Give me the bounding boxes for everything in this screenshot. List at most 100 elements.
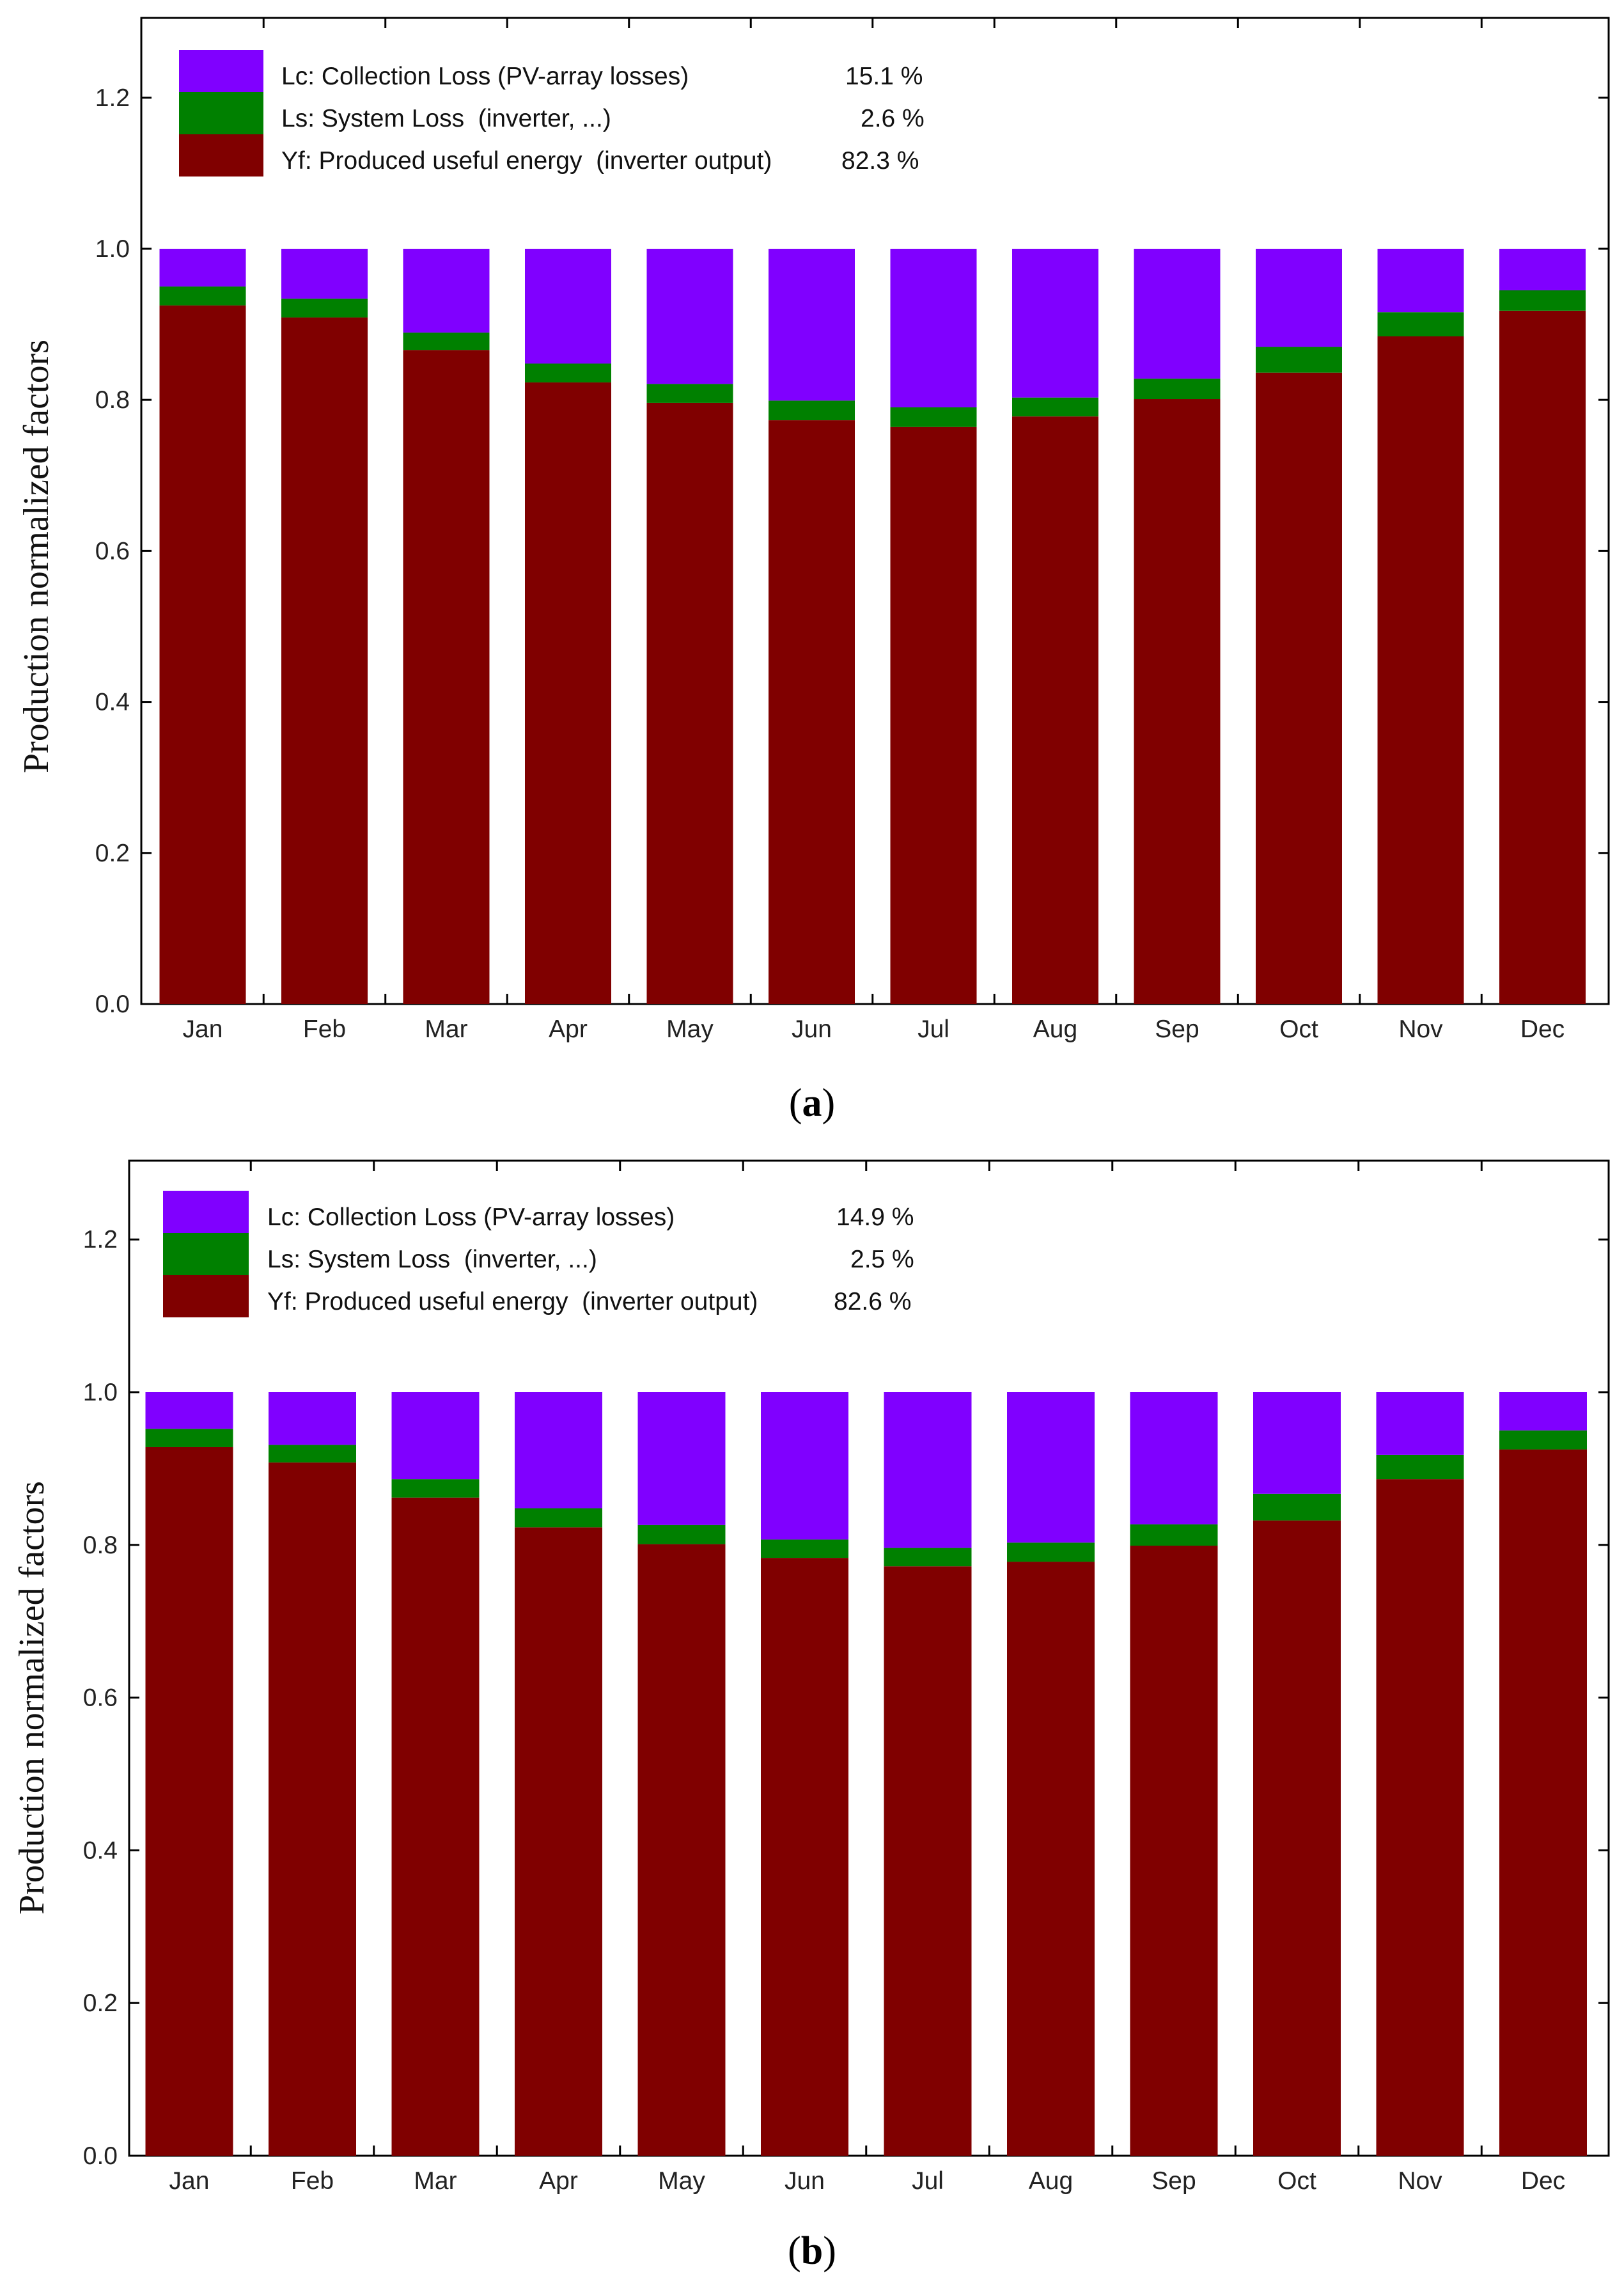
bar-sep-system-loss xyxy=(1134,379,1221,400)
bar-nov-produced-energy xyxy=(1376,1479,1464,2156)
legend-value-produced-energy: 82.3 % xyxy=(841,147,919,175)
legend-value-collection-loss: 15.1 % xyxy=(845,63,923,90)
x-tick-label-apr: Apr xyxy=(549,1016,588,1043)
bar-nov-system-loss xyxy=(1377,312,1464,336)
bar-jun-produced-energy xyxy=(761,1558,848,2156)
legend-label-produced-energy: Yf: Produced useful energy (inverter out… xyxy=(281,147,772,175)
panel-a: 0.0 0.2 0.4 0.6 0.8 1.0 1.2 Jan Feb Mar Apr May Jun… xyxy=(17,17,1610,1125)
y-tick-label: 0.4 xyxy=(83,1837,118,1864)
bar-dec-system-loss xyxy=(1499,290,1586,311)
bar-dec-produced-energy xyxy=(1499,1449,1587,2156)
bar-feb-system-loss xyxy=(269,1445,356,1463)
bar-mar-collection-loss xyxy=(391,1392,480,1480)
y-tick-label: 0.8 xyxy=(83,1532,118,1559)
x-tick-label-dec: Dec xyxy=(1520,1016,1565,1043)
y-tick-label: 0.0 xyxy=(83,2142,118,2170)
bar-sep-collection-loss xyxy=(1134,249,1221,379)
x-tick-label-jan: Jan xyxy=(169,2167,210,2195)
bar-mar-produced-energy xyxy=(391,1497,480,2156)
bar-dec-system-loss xyxy=(1499,1430,1587,1450)
bar-feb-system-loss xyxy=(281,298,368,318)
y-tick-label: 0.0 xyxy=(95,991,130,1018)
legend-value-system-loss: 2.6 % xyxy=(861,105,925,132)
bar-jan-system-loss xyxy=(159,286,246,306)
bar-aug-collection-loss xyxy=(1007,1392,1095,1543)
bar-sep-produced-energy xyxy=(1130,1545,1218,2156)
x-tick-label-apr: Apr xyxy=(539,2167,578,2195)
bar-may-collection-loss xyxy=(646,249,733,384)
bar-jan-produced-energy xyxy=(145,1447,233,2156)
panel-a-plot-frame xyxy=(140,17,1610,1005)
bar-feb-produced-energy xyxy=(269,1462,356,2156)
bar-nov-collection-loss xyxy=(1377,249,1464,313)
bar-jul-collection-loss xyxy=(890,249,977,408)
y-tick-label: 1.2 xyxy=(83,1226,118,1253)
bar-jan-collection-loss xyxy=(159,249,246,287)
x-tick-label-dec: Dec xyxy=(1521,2167,1565,2195)
bar-jul-collection-loss xyxy=(884,1392,972,1548)
x-tick-label-mar: Mar xyxy=(414,2167,457,2195)
x-tick-label-jun: Jun xyxy=(792,1016,832,1043)
panel-b-label: (b) xyxy=(788,2229,836,2273)
bar-dec-collection-loss xyxy=(1499,1392,1587,1431)
bar-oct-system-loss xyxy=(1253,1493,1341,1521)
legend-label-system-loss: Ls: System Loss (inverter, ...) xyxy=(267,1246,597,1273)
bar-nov-collection-loss xyxy=(1376,1392,1464,1455)
bar-aug-system-loss xyxy=(1007,1542,1095,1562)
bar-jul-system-loss xyxy=(890,407,977,427)
bar-mar-system-loss xyxy=(403,333,490,350)
panel-b-y-axis: 0.0 0.2 0.4 0.6 0.8 1.0 1.2 xyxy=(83,1226,1609,2170)
bar-jan-system-loss xyxy=(145,1429,233,1447)
x-tick-label-may: May xyxy=(666,1016,714,1043)
legend-swatch-system-loss xyxy=(179,92,263,134)
x-tick-label-jun: Jun xyxy=(785,2167,825,2195)
bar-oct-collection-loss xyxy=(1256,249,1342,347)
bar-aug-system-loss xyxy=(1012,397,1098,417)
bar-jun-system-loss xyxy=(761,1539,848,1558)
legend-swatch-produced-energy xyxy=(179,134,263,177)
bar-dec-produced-energy xyxy=(1499,310,1586,1004)
x-tick-label-jan: Jan xyxy=(183,1016,223,1043)
bar-may-system-loss xyxy=(646,384,733,403)
legend-label-system-loss: Ls: System Loss (inverter, ...) xyxy=(281,105,611,132)
bar-oct-produced-energy xyxy=(1256,372,1342,1004)
panel-a-y-axis-title: Production normalized factors xyxy=(17,340,56,773)
bar-mar-collection-loss xyxy=(403,249,490,333)
bar-apr-system-loss xyxy=(515,1508,602,1528)
bar-sep-system-loss xyxy=(1130,1524,1218,1546)
bar-oct-system-loss xyxy=(1256,347,1342,373)
bar-sep-collection-loss xyxy=(1130,1392,1218,1525)
panel-b-x-axis: Jan Feb Mar Apr May Jun Jul Aug Sep Oct Nov Dec xyxy=(169,1161,1565,2195)
panel-a-bars xyxy=(159,249,1586,1005)
bar-may-produced-energy xyxy=(637,1544,726,2156)
bar-jun-produced-energy xyxy=(769,420,855,1004)
bar-aug-produced-energy xyxy=(1012,416,1098,1004)
x-tick-label-feb: Feb xyxy=(291,2167,334,2195)
x-tick-label-mar: Mar xyxy=(425,1016,467,1043)
bar-apr-collection-loss xyxy=(515,1392,602,1509)
panel-a-y-axis: 0.0 0.2 0.4 0.6 0.8 1.0 1.2 xyxy=(95,84,1609,1018)
legend-label-produced-energy: Yf: Produced useful energy (inverter out… xyxy=(267,1288,758,1315)
panel-b-bars xyxy=(145,1392,1587,2156)
bar-jun-collection-loss xyxy=(769,249,855,401)
panel-a-x-axis: Jan Feb Mar Apr May Jun Jul Aug Sep Oct Nov Dec xyxy=(183,18,1565,1043)
panel-b: 0.0 0.2 0.4 0.6 0.8 1.0 1.2 Jan Feb Mar Apr May Jun… xyxy=(12,1159,1610,2273)
bar-jul-produced-energy xyxy=(890,427,977,1004)
bar-jan-collection-loss xyxy=(145,1392,233,1429)
bar-oct-collection-loss xyxy=(1253,1392,1341,1494)
panel-b-legend: Lc: Collection Loss (PV-array losses) 14… xyxy=(163,1191,914,1317)
y-tick-label: 1.2 xyxy=(95,84,130,112)
x-tick-label-aug: Aug xyxy=(1033,1016,1077,1043)
y-tick-label: 0.8 xyxy=(95,386,130,414)
bar-apr-produced-energy xyxy=(525,382,611,1004)
x-tick-label-feb: Feb xyxy=(303,1016,346,1043)
y-tick-label: 0.6 xyxy=(83,1684,118,1712)
bar-jan-produced-energy xyxy=(159,305,246,1005)
bar-apr-produced-energy xyxy=(515,1527,602,2156)
x-tick-label-oct: Oct xyxy=(1279,1016,1318,1043)
legend-value-produced-energy: 82.6 % xyxy=(834,1288,911,1315)
bar-sep-produced-energy xyxy=(1134,399,1221,1004)
panel-a-label: (a) xyxy=(789,1081,835,1125)
legend-label-collection-loss: Lc: Collection Loss (PV-array losses) xyxy=(281,63,689,90)
